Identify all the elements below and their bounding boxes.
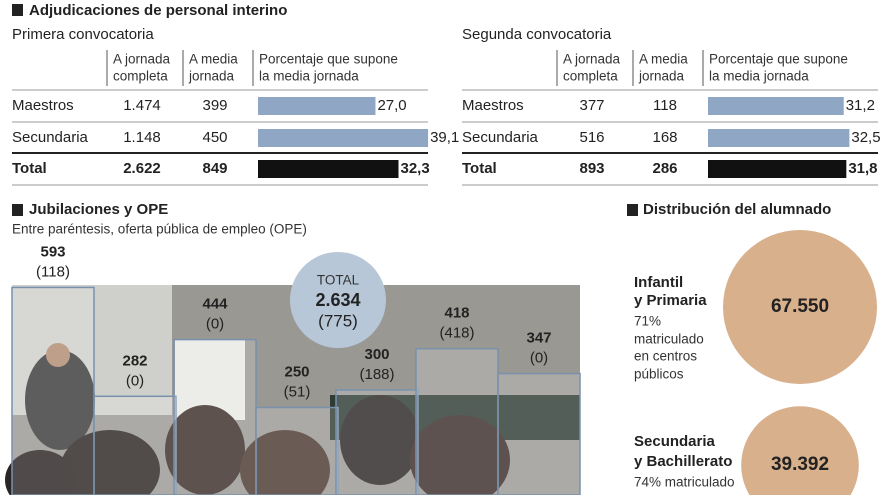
cell: 849 <box>202 160 227 177</box>
retirement-box <box>93 395 177 495</box>
row-label: Secundaria <box>12 129 89 146</box>
group-name: y Primaria <box>634 292 707 309</box>
cell: 1.148 <box>123 129 161 146</box>
total-label: TOTAL <box>317 273 360 288</box>
bar <box>708 97 844 115</box>
group-note: en centros <box>634 349 697 364</box>
value-label: 418 <box>444 305 469 322</box>
ope-label: (118) <box>36 263 70 280</box>
row-label: Maestros <box>12 97 74 114</box>
bar <box>258 129 429 147</box>
retirement-box <box>335 389 419 495</box>
column-header: completa <box>563 69 618 84</box>
cell: 1.474 <box>123 97 161 114</box>
bar <box>708 160 847 178</box>
column-header: Porcentaje que supone <box>709 52 848 67</box>
total-value: 2.634 <box>315 290 360 310</box>
value-label: 444 <box>202 296 228 313</box>
circle-value: 39.392 <box>771 454 829 475</box>
bullet <box>12 204 23 216</box>
row-label: Total <box>12 160 47 177</box>
value-label: 282 <box>122 352 147 369</box>
section-title: Jubilaciones y OPE <box>29 201 168 218</box>
retirement-box <box>173 338 257 495</box>
group-name: Secundaria <box>634 433 716 450</box>
ope-label: (0) <box>126 372 144 389</box>
group-note: 71% <box>634 314 661 329</box>
bullet <box>627 204 638 216</box>
bar-label: 32,5 <box>851 129 880 146</box>
ope-label: (51) <box>284 383 311 400</box>
student-circle <box>723 230 877 384</box>
retirement-box <box>415 347 499 495</box>
value-label: 300 <box>364 346 389 363</box>
cell: 168 <box>652 129 677 146</box>
title: Adjudicaciones de personal interino <box>29 2 287 19</box>
bar-label: 31,2 <box>846 97 875 114</box>
ope-label: (0) <box>530 350 548 367</box>
group-note: matriculado <box>634 332 704 347</box>
ope-label: (188) <box>359 366 394 383</box>
row-label: Total <box>462 160 497 177</box>
bar <box>258 160 399 178</box>
retirement-box <box>255 406 339 495</box>
cell: 450 <box>202 129 227 146</box>
cell: 516 <box>579 129 604 146</box>
bar-label: 31,8 <box>848 160 877 177</box>
bullet <box>12 4 23 16</box>
value-label: 347 <box>526 330 551 347</box>
column-header: A media <box>639 52 688 67</box>
column-header: A jornada <box>113 52 171 67</box>
group-name: y Bachillerato <box>634 453 732 470</box>
value-label: 250 <box>284 363 309 380</box>
student-circle <box>741 406 859 495</box>
subtitle: Entre paréntesis, oferta pública de empl… <box>12 222 307 237</box>
group-name: Infantil <box>634 274 683 291</box>
cell: 286 <box>652 160 677 177</box>
cell: 399 <box>202 97 227 114</box>
circle-value: 67.550 <box>771 296 829 317</box>
bar-label: 39,1 <box>430 129 459 146</box>
cell: 2.622 <box>123 160 161 177</box>
column-header: la media jornada <box>709 69 809 84</box>
table-heading: Segunda convocatoria <box>462 26 612 43</box>
cell: 377 <box>579 97 604 114</box>
column-header: Porcentaje que supone <box>259 52 398 67</box>
table-heading: Primera convocatoria <box>12 26 154 43</box>
cell: 118 <box>653 97 677 114</box>
ope-label: (0) <box>206 316 224 333</box>
group-note: públicos <box>634 367 684 382</box>
group-note: 74% matriculado <box>634 475 735 490</box>
bar-label: 32,3 <box>401 160 430 177</box>
column-header: jornada <box>638 69 685 84</box>
row-label: Maestros <box>462 97 524 114</box>
section-title: Distribución del alumnado <box>643 201 831 218</box>
ope-label: (418) <box>439 325 474 342</box>
total-ope: (775) <box>318 311 358 330</box>
retirement-box <box>497 372 581 495</box>
column-header: jornada <box>188 69 235 84</box>
bar <box>708 129 850 147</box>
cell: 893 <box>579 160 604 177</box>
total-circle <box>290 252 386 348</box>
bar <box>258 97 376 115</box>
column-header: completa <box>113 69 168 84</box>
row-label: Secundaria <box>462 129 539 146</box>
column-header: A media <box>189 52 238 67</box>
column-header: A jornada <box>563 52 621 67</box>
column-header: la media jornada <box>259 69 359 84</box>
retirement-box <box>11 286 95 495</box>
content: Adjudicaciones de personal interino Jubi… <box>5 2 880 495</box>
bar-label: 27,0 <box>377 97 406 114</box>
value-label: 593 <box>40 243 65 260</box>
